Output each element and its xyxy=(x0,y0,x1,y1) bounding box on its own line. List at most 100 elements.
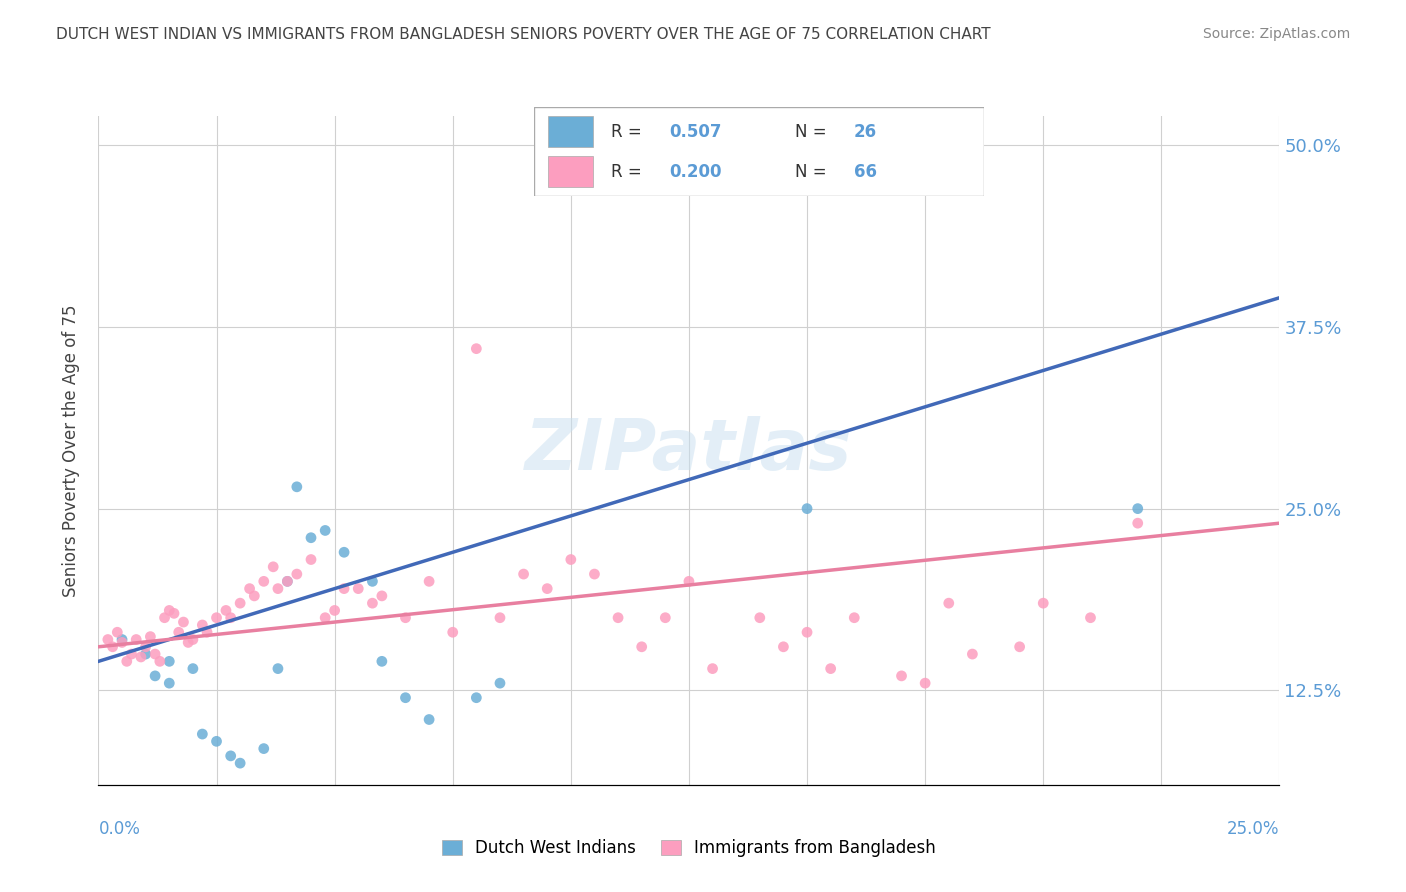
Point xyxy=(139,630,162,644)
Point xyxy=(361,596,384,610)
Text: 0.0%: 0.0% xyxy=(98,820,141,838)
Text: R =: R = xyxy=(610,123,647,141)
Point xyxy=(1126,516,1149,531)
Text: 0.507: 0.507 xyxy=(669,123,721,141)
Point xyxy=(489,676,512,690)
Point xyxy=(465,342,488,356)
Text: N =: N = xyxy=(796,163,832,181)
Point xyxy=(1032,596,1054,610)
Point xyxy=(285,567,308,582)
Point xyxy=(489,611,512,625)
Point xyxy=(157,654,180,668)
Text: Source: ZipAtlas.com: Source: ZipAtlas.com xyxy=(1202,27,1350,41)
Point xyxy=(418,713,440,727)
Text: 25.0%: 25.0% xyxy=(1227,820,1279,838)
Point xyxy=(333,582,356,596)
Point xyxy=(191,727,214,741)
Y-axis label: Seniors Poverty Over the Age of 75: Seniors Poverty Over the Age of 75 xyxy=(62,304,80,597)
Point xyxy=(347,582,370,596)
Point xyxy=(135,640,157,654)
FancyBboxPatch shape xyxy=(534,107,984,196)
Point xyxy=(441,625,464,640)
Point xyxy=(262,559,284,574)
Point xyxy=(121,647,143,661)
Point xyxy=(512,567,534,582)
Text: R =: R = xyxy=(610,163,647,181)
Point xyxy=(253,574,276,589)
Point xyxy=(299,531,322,545)
Text: N =: N = xyxy=(796,123,832,141)
Point xyxy=(1080,611,1102,625)
Point xyxy=(630,640,652,654)
Point xyxy=(149,654,172,668)
Text: 26: 26 xyxy=(853,123,877,141)
Point xyxy=(654,611,676,625)
Point xyxy=(285,480,308,494)
FancyBboxPatch shape xyxy=(548,156,593,187)
Point xyxy=(560,552,582,566)
Point xyxy=(314,611,336,625)
Point xyxy=(205,734,228,748)
Point xyxy=(607,611,630,625)
Point xyxy=(215,603,238,617)
Point xyxy=(219,611,242,625)
Point xyxy=(177,635,200,649)
Point xyxy=(163,607,186,621)
Point xyxy=(181,662,204,676)
Point xyxy=(101,640,124,654)
Point xyxy=(890,669,912,683)
Point xyxy=(962,647,984,661)
Point xyxy=(111,635,134,649)
Point xyxy=(276,574,298,589)
Point xyxy=(153,611,176,625)
Point xyxy=(219,748,242,763)
Point xyxy=(583,567,606,582)
Point xyxy=(772,640,794,654)
Point xyxy=(267,582,290,596)
Point xyxy=(796,625,818,640)
Point xyxy=(143,669,166,683)
Point xyxy=(361,574,384,589)
Point xyxy=(267,662,290,676)
Point xyxy=(125,632,148,647)
Point xyxy=(938,138,960,153)
Point xyxy=(111,632,134,647)
Point xyxy=(115,654,138,668)
Point xyxy=(844,611,866,625)
Point xyxy=(276,574,298,589)
Point xyxy=(135,647,157,661)
Point xyxy=(172,615,194,629)
Point xyxy=(97,632,120,647)
Point xyxy=(820,662,842,676)
Point xyxy=(1008,640,1031,654)
Point xyxy=(702,662,724,676)
Point xyxy=(394,690,416,705)
Legend: Dutch West Indians, Immigrants from Bangladesh: Dutch West Indians, Immigrants from Bang… xyxy=(434,832,943,863)
Point xyxy=(191,618,214,632)
Point xyxy=(536,582,558,596)
Point xyxy=(181,632,204,647)
Point xyxy=(105,625,128,640)
Point xyxy=(157,603,180,617)
Point xyxy=(239,582,262,596)
Point xyxy=(371,589,394,603)
Point xyxy=(229,596,252,610)
Point xyxy=(195,625,218,640)
Text: DUTCH WEST INDIAN VS IMMIGRANTS FROM BANGLADESH SENIORS POVERTY OVER THE AGE OF : DUTCH WEST INDIAN VS IMMIGRANTS FROM BAN… xyxy=(56,27,991,42)
Point xyxy=(129,650,152,665)
Point xyxy=(205,611,228,625)
Text: ZIPatlas: ZIPatlas xyxy=(526,416,852,485)
Point xyxy=(314,524,336,538)
Point xyxy=(229,756,252,771)
Point xyxy=(914,676,936,690)
Point xyxy=(796,501,818,516)
Point xyxy=(299,552,322,566)
Point xyxy=(418,574,440,589)
Point xyxy=(1126,501,1149,516)
Point xyxy=(333,545,356,559)
Point xyxy=(371,654,394,668)
Text: 66: 66 xyxy=(853,163,877,181)
Point xyxy=(465,690,488,705)
Point xyxy=(678,574,700,589)
Point xyxy=(167,625,190,640)
